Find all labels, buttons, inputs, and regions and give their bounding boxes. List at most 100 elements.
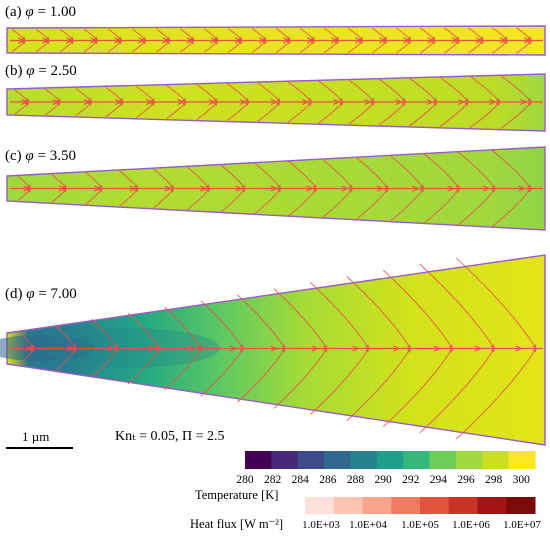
temperature-colorbar-band bbox=[508, 451, 536, 469]
panel-d-streamline bbox=[18, 331, 35, 350]
panel-label-a: (a) φ = 1.00 bbox=[5, 4, 76, 20]
panel-d-streamline bbox=[419, 347, 495, 434]
panel-a-streamline bbox=[419, 27, 436, 41]
heat-flux-colorbar-band bbox=[448, 497, 478, 514]
panel-b-streamline bbox=[75, 101, 93, 117]
panel-d-streamline bbox=[382, 269, 453, 350]
panel-c-heat-flux-lines bbox=[17, 149, 532, 228]
panel-a-streamline bbox=[107, 40, 123, 53]
temperature-colorbar-band bbox=[403, 451, 431, 469]
panel-a-streamline bbox=[467, 40, 485, 54]
panel-a-streamline bbox=[107, 28, 123, 41]
panel-c-flow-arrow bbox=[482, 185, 491, 192]
panel-label-b: (b) φ = 2.50 bbox=[5, 63, 77, 79]
panel-b-flow-arrow bbox=[426, 99, 435, 105]
panel-b-streamline bbox=[409, 101, 438, 127]
panel-d-streamline bbox=[419, 263, 495, 350]
heat-flux-tick-label: 1.0E+06 bbox=[452, 519, 490, 531]
panel-c-streamline bbox=[490, 187, 532, 228]
panel-d-streamline bbox=[54, 324, 77, 350]
temperature-colorbar-band bbox=[245, 451, 272, 469]
panel-c-streamline bbox=[457, 151, 496, 190]
panel-d-streamline bbox=[455, 347, 537, 440]
panel-a-streamline bbox=[179, 28, 195, 41]
panel-d-streamline bbox=[382, 347, 453, 428]
panel-b-flow-arrow bbox=[333, 99, 341, 105]
panel-c-streamline bbox=[254, 187, 282, 215]
panel-a-flow-arrow bbox=[210, 37, 219, 44]
heat-flux-tick-label: 1.0E+04 bbox=[349, 519, 387, 531]
panel-a-streamline bbox=[83, 28, 99, 41]
panel-b-flow-arrow bbox=[177, 99, 185, 105]
temperature-colorbar-band bbox=[482, 451, 510, 469]
panel-b-streamline bbox=[227, 101, 250, 121]
panel-a-streamline bbox=[11, 40, 26, 52]
panel-b-streamline bbox=[135, 101, 156, 119]
panel-c-flow-arrow bbox=[341, 185, 349, 192]
panel-c-flow-arrow bbox=[306, 185, 314, 192]
panel-c-flow-arrow bbox=[164, 185, 173, 192]
panel-b-flow-arrow bbox=[457, 99, 466, 105]
panel-c-flow-arrow bbox=[58, 185, 67, 192]
panel-c-streamline bbox=[288, 187, 318, 217]
panel-a-flow-arrow bbox=[475, 37, 484, 44]
panel-a-streamline bbox=[443, 40, 460, 54]
panel-d-flow-arrow bbox=[66, 345, 75, 352]
panel-a-streamline bbox=[347, 40, 364, 54]
panel-a-streamline bbox=[443, 27, 460, 41]
panel-a-streamline bbox=[275, 40, 292, 53]
panel-b-streamline bbox=[378, 78, 407, 103]
panel-b-streamline bbox=[469, 75, 501, 103]
temperature-tick-label: 286 bbox=[319, 474, 337, 486]
panel-b-streamline bbox=[348, 101, 375, 125]
panel-a-streamline bbox=[131, 40, 147, 53]
temperature-tick-label: 284 bbox=[292, 474, 310, 486]
panel-a-flow-arrow bbox=[234, 37, 243, 44]
panel-c-flow-arrow bbox=[235, 185, 243, 192]
panel-b-streamline bbox=[500, 75, 532, 103]
panel-d-streamline bbox=[273, 288, 328, 350]
panel-c-streamline bbox=[220, 187, 246, 213]
panel-b-streamline bbox=[196, 101, 218, 120]
temperature-tick-label: 294 bbox=[430, 474, 448, 486]
heat-flux-tick-label: 1.0E+05 bbox=[401, 519, 439, 531]
panel-b-streamline bbox=[257, 101, 281, 122]
panel-b-streamline bbox=[105, 86, 124, 103]
panel-a-streamline bbox=[35, 40, 51, 53]
panel-c-streamline bbox=[423, 187, 460, 225]
panel-a-streamline bbox=[11, 29, 26, 41]
panel-d-streamline bbox=[127, 312, 160, 350]
panel-b-streamline bbox=[166, 85, 187, 103]
panel-a-streamline bbox=[131, 28, 147, 41]
panel-b-flow-arrow bbox=[146, 99, 154, 105]
panel-c-flow-arrow bbox=[23, 185, 31, 192]
heat-flux-colorbar-band bbox=[362, 497, 392, 514]
panel-c-streamline bbox=[254, 162, 282, 190]
panel-c-flow-arrow bbox=[129, 185, 137, 192]
panel-a-streamline bbox=[371, 40, 388, 54]
temperature-tick-label: 298 bbox=[485, 474, 503, 486]
panel-b-streamline bbox=[14, 101, 30, 115]
temperature-colorbar-band bbox=[271, 451, 299, 469]
panel-c-streamline bbox=[152, 168, 175, 190]
panel-d-streamline bbox=[346, 347, 412, 421]
panel-c-streamline bbox=[490, 149, 532, 190]
panel-a-flow-arrow bbox=[162, 37, 170, 44]
panel-b-flow-arrow bbox=[489, 99, 497, 105]
panel-c-streamline bbox=[51, 174, 68, 190]
panel-b-streamline bbox=[105, 101, 124, 118]
heat-flux-colorbar-band bbox=[391, 497, 421, 514]
panel-c-streamline bbox=[119, 170, 139, 190]
panel-d-streamline bbox=[200, 300, 244, 350]
heat-flux-colorbar: 1.0E+03 1.0E+04 1.0E+05 1.0E+06 1.0E+07 Heat … bbox=[190, 497, 541, 531]
panel-a-streamline bbox=[59, 40, 75, 53]
panel-b-flow-arrow bbox=[21, 99, 29, 105]
heat-flux-colorbar-label: Heat flux [W m⁻²] bbox=[190, 517, 283, 531]
panel-b-streamline bbox=[44, 101, 62, 116]
panel-d-streamline bbox=[91, 347, 119, 379]
panel-b-streamline bbox=[469, 101, 501, 129]
panel-d-streamline bbox=[237, 294, 286, 350]
panel-b-streamline bbox=[439, 101, 469, 128]
panel-b-flow-arrow bbox=[270, 99, 279, 105]
